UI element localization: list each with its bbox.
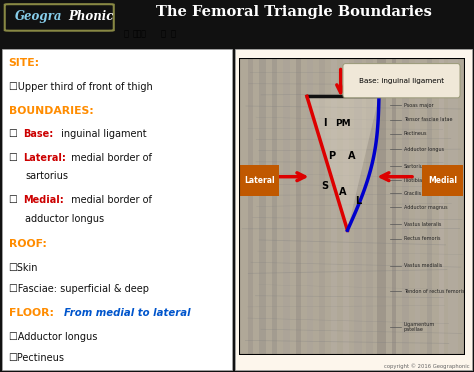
Bar (272, 58, 277, 355)
Bar (356, 58, 360, 355)
Text: ☐Fasciae: superficial & deep: ☐Fasciae: superficial & deep (9, 284, 148, 294)
Text: Phonic: Phonic (68, 10, 113, 23)
FancyBboxPatch shape (239, 165, 279, 196)
Bar (249, 58, 253, 355)
Text: Gracilis: Gracilis (404, 190, 422, 196)
Text: Base:: Base: (23, 129, 53, 139)
FancyBboxPatch shape (343, 64, 460, 98)
Text: P: P (328, 151, 335, 161)
Text: adductor longus: adductor longus (25, 214, 104, 224)
Text: Adductor magnus: Adductor magnus (404, 205, 447, 209)
Text: Tendon of rectus femoris: Tendon of rectus femoris (404, 289, 465, 294)
Text: inguinal ligament: inguinal ligament (58, 129, 147, 139)
Text: 👤👤👤: 👤👤👤 (133, 29, 147, 38)
Bar (283, 58, 290, 355)
Polygon shape (307, 96, 379, 230)
Text: Iliotibial tract: Iliotibial tract (404, 178, 437, 183)
Text: ☐: ☐ (9, 129, 17, 139)
Text: ☐: ☐ (9, 153, 17, 163)
Text: L: L (356, 196, 362, 205)
Text: PM: PM (335, 119, 351, 128)
Bar (319, 58, 326, 355)
Text: Ligamentum
patellae: Ligamentum patellae (404, 321, 435, 333)
Bar (258, 58, 266, 355)
Bar (344, 58, 348, 355)
Text: medial border of: medial border of (68, 153, 152, 163)
Text: ☐Adductor longus: ☐Adductor longus (9, 331, 97, 341)
Text: ROOF:: ROOF: (9, 239, 46, 249)
Text: Iliacus: Iliacus (404, 86, 419, 92)
Bar (416, 58, 419, 355)
Bar (452, 58, 455, 355)
Text: Tensor fasciae latae: Tensor fasciae latae (404, 117, 452, 122)
Text: 🌐: 🌐 (171, 29, 175, 38)
FancyBboxPatch shape (5, 4, 114, 31)
Text: 🧪: 🧪 (123, 29, 128, 38)
Text: ☐Pectineus: ☐Pectineus (9, 353, 64, 363)
Bar (235, 49, 472, 371)
Bar (2, 49, 232, 371)
Text: The Femoral Triangle Boundaries: The Femoral Triangle Boundaries (156, 4, 432, 19)
Bar (403, 58, 408, 355)
Text: Base: inguinal ligament: Base: inguinal ligament (359, 78, 444, 84)
Bar (329, 58, 338, 355)
Text: sartorius: sartorius (25, 171, 68, 182)
Text: A: A (339, 187, 346, 196)
Text: Sartorius: Sartorius (404, 164, 426, 169)
Text: Vastus lateralis: Vastus lateralis (404, 222, 441, 227)
Text: ☐Upper third of front of thigh: ☐Upper third of front of thigh (9, 82, 152, 92)
Text: BOUNDARIES:: BOUNDARIES: (9, 106, 93, 116)
Text: Vastus medialis: Vastus medialis (404, 263, 442, 269)
Text: Pectineus: Pectineus (404, 131, 427, 137)
Bar (308, 58, 312, 355)
Text: S: S (321, 181, 328, 190)
Text: Lateral:: Lateral: (23, 153, 65, 163)
Bar (366, 58, 374, 355)
Bar (438, 58, 445, 355)
Text: Medial: Medial (428, 176, 457, 185)
Bar (379, 58, 384, 355)
Text: FLOOR:: FLOOR: (9, 308, 57, 318)
Bar (425, 58, 434, 355)
Text: Psoas major: Psoas major (404, 103, 433, 108)
Text: 🌲: 🌲 (161, 29, 166, 38)
Text: I: I (323, 118, 327, 128)
Text: SITE:: SITE: (9, 58, 40, 68)
Text: FEMORAL TRIANGLE: FEMORAL TRIANGLE (278, 58, 429, 71)
Text: Geogra: Geogra (15, 10, 63, 23)
Text: Medial:: Medial: (23, 195, 64, 205)
Text: ☐: ☐ (9, 195, 17, 205)
Text: Rectus femoris: Rectus femoris (404, 236, 440, 241)
Text: Lateral: Lateral (244, 176, 274, 185)
Text: Adductor longus: Adductor longus (404, 147, 444, 151)
Text: ☐Skin: ☐Skin (9, 263, 38, 273)
Text: From medial to lateral: From medial to lateral (64, 308, 191, 318)
Text: A: A (348, 151, 356, 161)
Text: copyright © 2016 Geographonic: copyright © 2016 Geographonic (383, 364, 469, 369)
Text: medial border of: medial border of (68, 195, 152, 205)
FancyBboxPatch shape (422, 165, 464, 196)
Bar (296, 58, 301, 355)
Bar (390, 58, 397, 355)
